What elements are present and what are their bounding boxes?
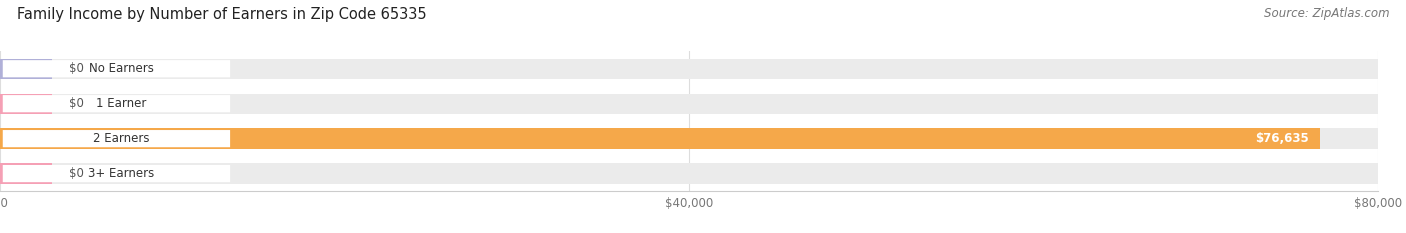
Bar	[0, 129, 1320, 149]
Text: $76,635: $76,635	[1256, 132, 1309, 145]
Bar	[0, 59, 1378, 79]
Bar	[0, 164, 1378, 184]
Text: Family Income by Number of Earners in Zip Code 65335: Family Income by Number of Earners in Zi…	[17, 7, 426, 22]
FancyBboxPatch shape	[3, 130, 231, 147]
FancyBboxPatch shape	[3, 60, 231, 77]
Text: No Earners: No Earners	[89, 62, 153, 75]
Text: $0: $0	[69, 97, 84, 110]
FancyBboxPatch shape	[3, 95, 231, 112]
Bar	[0, 93, 52, 114]
Text: Source: ZipAtlas.com: Source: ZipAtlas.com	[1264, 7, 1389, 20]
Text: 1 Earner: 1 Earner	[96, 97, 146, 110]
Bar	[0, 59, 52, 79]
Text: 3+ Earners: 3+ Earners	[87, 167, 155, 180]
Bar	[0, 129, 1378, 149]
Text: $0: $0	[69, 62, 84, 75]
Bar	[0, 93, 1378, 114]
Text: $0: $0	[69, 167, 84, 180]
Text: 2 Earners: 2 Earners	[93, 132, 149, 145]
FancyBboxPatch shape	[3, 165, 231, 182]
Bar	[0, 164, 52, 184]
